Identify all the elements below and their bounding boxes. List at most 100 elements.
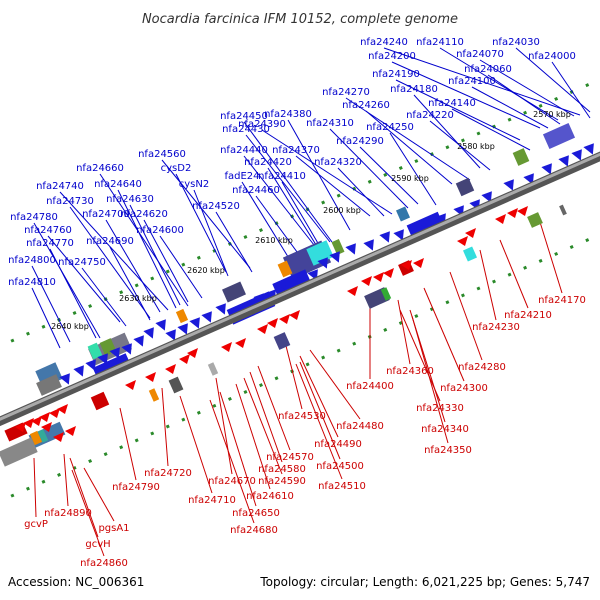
gene-arrow (481, 191, 492, 203)
gene-arrow (413, 258, 424, 268)
gene-arrow (65, 426, 76, 436)
gene-block (542, 122, 576, 150)
lower-gene-label: nfa24300 (440, 383, 488, 394)
upper-gene-label: nfa24560 (138, 149, 186, 160)
upper-leader-line (31, 287, 61, 349)
upper-leader-line (59, 191, 169, 311)
lower-gene-label: nfa24610 (246, 491, 294, 502)
lower-leader-line (219, 391, 257, 507)
upper-leader-line (193, 189, 229, 277)
upper-leader-line (413, 94, 481, 169)
map-title: Nocardia farcinica IFM 10152, complete g… (142, 12, 458, 27)
lower-leader-line (69, 457, 99, 538)
lower-leader-line (411, 315, 449, 444)
lower-gene-label: pgsA1 (98, 523, 129, 534)
upper-gene-label: nfa24390 (238, 119, 286, 130)
upper-leader-line (31, 265, 71, 343)
lower-gene-label: nfa24170 (538, 295, 586, 306)
gene-arrow (347, 286, 358, 296)
upper-gene-label: nfa24700 (82, 209, 130, 220)
upper-gene-label: nfa24760 (24, 225, 72, 236)
upper-gene-label: nfa24260 (342, 100, 390, 111)
upper-leader-line (143, 219, 189, 303)
upper-leader-line (359, 146, 419, 205)
upper-leader-line (105, 219, 161, 313)
gene-block (277, 260, 293, 278)
upper-gene-label: nfa24320 (314, 157, 362, 168)
gene-block (37, 429, 49, 443)
kbp-tick-label: 2580 kbp (457, 142, 495, 151)
gene-block (380, 287, 392, 301)
upper-leader-line (515, 47, 591, 113)
lower-leader-line (33, 457, 37, 518)
upper-leader-line (33, 222, 101, 339)
upper-gene-label: nfa24100 (448, 76, 496, 87)
upper-leader-line (47, 235, 121, 323)
gene-block (527, 212, 543, 228)
kbp-tick-label: 2630 kbp (119, 294, 157, 303)
gene-arrow (187, 348, 198, 358)
lower-gene-label: nfa24350 (424, 445, 472, 456)
upper-gene-label: nfa24740 (36, 181, 84, 192)
gene-arrow (465, 228, 476, 238)
upper-gene-label: nfa24430 (222, 124, 270, 135)
upper-gene-label: nfa24770 (26, 238, 74, 249)
gene-block (36, 374, 62, 396)
gene-arrow (571, 149, 582, 161)
lower-leader-line (299, 355, 339, 438)
upper-gene-label: nfa24690 (86, 236, 134, 247)
gene-arrow (507, 208, 518, 218)
gene-arrow (393, 229, 404, 241)
upper-gene-label: nfa24420 (244, 157, 292, 168)
gene-arrow (121, 343, 132, 355)
lower-gene-label: nfa24570 (266, 452, 314, 463)
upper-gene-label: nfa24370 (272, 145, 320, 156)
upper-leader-line (243, 121, 333, 243)
gene-arrow (401, 260, 412, 270)
lower-gene-label: nfa24500 (316, 461, 364, 472)
upper-leader-line (241, 181, 291, 261)
upper-gene-label: nfa24250 (366, 122, 414, 133)
genome-backbone (0, 151, 600, 427)
lower-gene-label: nfa24720 (144, 468, 192, 479)
lower-gene-label: nfa24210 (504, 310, 552, 321)
kbp-tick-labels: 2570 kbp 2580 kbp 2590 kbp 2600 kbp 2610 kbp… (51, 110, 571, 331)
lower-leader-line (215, 377, 233, 475)
upper-leader-line (365, 110, 453, 185)
gene-block (395, 206, 411, 222)
gene-arrow (541, 163, 552, 175)
upper-gene-label: nfa24460 (232, 185, 280, 196)
upper-gene-label: nfa24800 (8, 255, 56, 266)
upper-leader-line (69, 206, 151, 319)
upper-leader-line (175, 173, 227, 273)
lower-leader-line (423, 287, 465, 382)
lower-gene-label: nfa24580 (258, 464, 306, 475)
lower-leader-line (235, 383, 271, 490)
kbp-tick-label: 2610 kbp (255, 236, 293, 245)
lower-gene-label: gcvP (24, 519, 48, 530)
lower-gene-label: nfa24510 (318, 481, 366, 492)
upper-gene-label: nfa24620 (120, 209, 168, 220)
upper-gene-label: nfa24140 (428, 98, 476, 109)
lower-gene-label: nfa24590 (258, 476, 306, 487)
upper-leader-line (329, 128, 409, 209)
lower-leader-line (479, 249, 497, 321)
upper-leader-line (479, 59, 575, 117)
gene-arrow (517, 206, 528, 216)
gene-block (455, 177, 475, 197)
upper-gene-label: nfa24270 (322, 87, 370, 98)
gene-arrow (59, 373, 70, 385)
gene-arrow (383, 268, 394, 278)
upper-leader-line (243, 155, 319, 251)
kbp-tick-label: 2600 kbp (323, 206, 361, 215)
upper-gene-label: nfa24600 (136, 225, 184, 236)
upper-gene-label: nfa24440 (220, 145, 268, 156)
genome-backbone-highlight (0, 152, 600, 421)
gene-arrow (523, 173, 534, 185)
gene-arrow (257, 324, 268, 334)
lower-gene-label: nfa24280 (458, 362, 506, 373)
lower-leader-line (299, 361, 341, 460)
gene-arrow (558, 155, 569, 167)
gene-arrow (85, 359, 96, 371)
lower-gene-label: nfa24530 (278, 411, 326, 422)
